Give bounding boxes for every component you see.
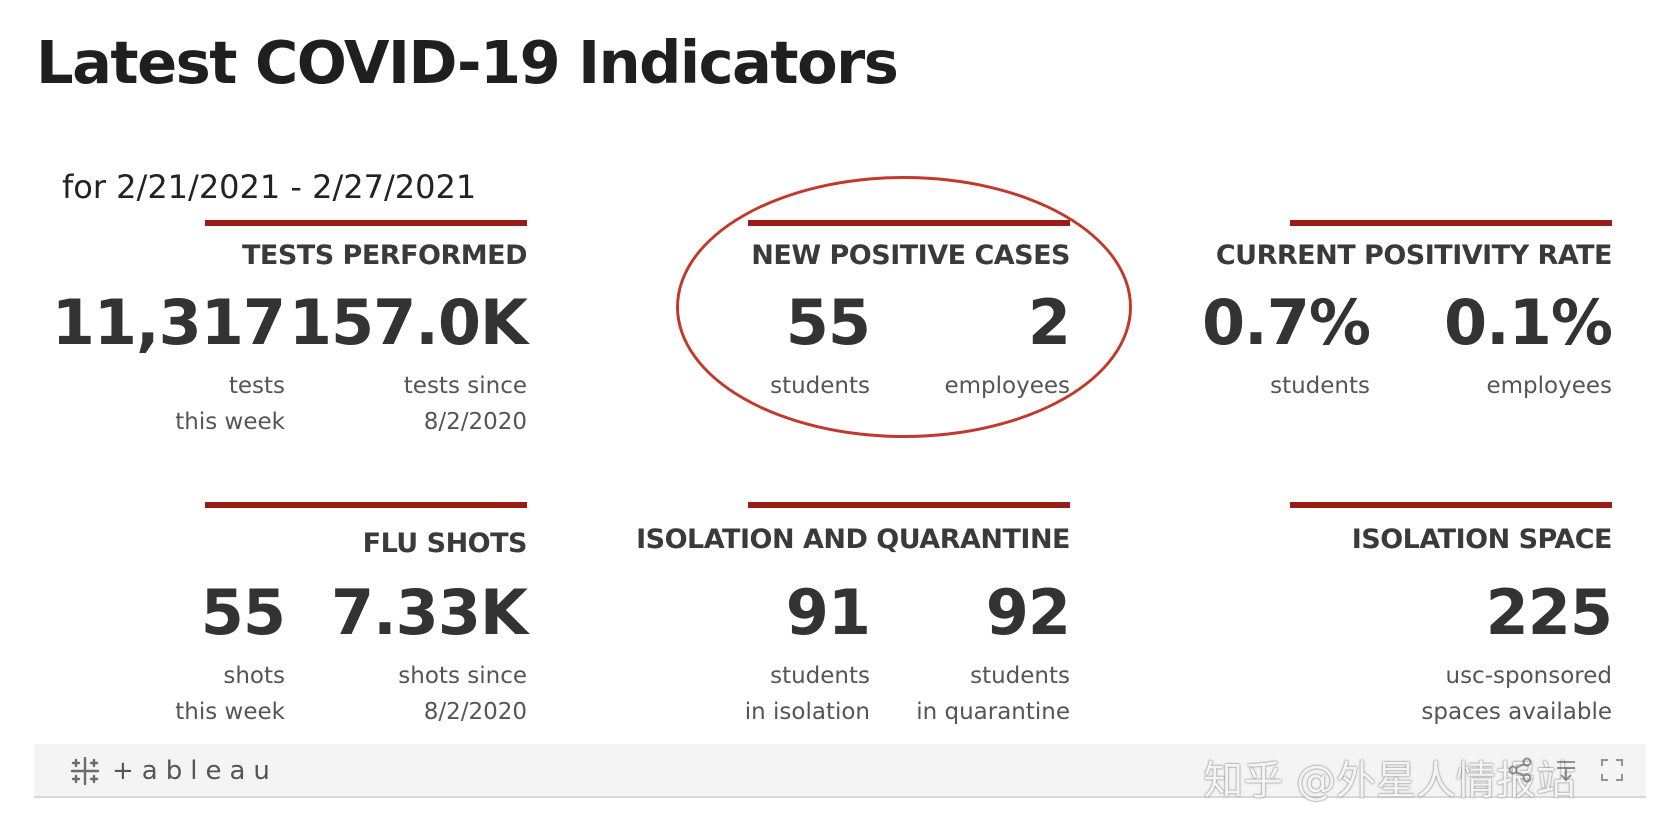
metric-flu-this-week: 55 shots this week	[175, 576, 286, 730]
metric-value: 157.0K	[288, 286, 528, 359]
metric-label: students in isolation	[744, 663, 870, 725]
metric-value: 225	[1485, 576, 1613, 649]
card-title: NEW POSITIVE CASES	[751, 240, 1070, 271]
card-isolation-space: ISOLATION SPACE 225 usc-sponsored spaces…	[1290, 502, 1613, 725]
metric-in-isolation: 91 students in isolation	[744, 576, 871, 730]
page-title: Latest COVID-19 Indicators	[36, 28, 899, 97]
card-rule	[1290, 502, 1612, 508]
card-tests-performed: TESTS PERFORMED 11,317 tests this week 1…	[52, 220, 528, 440]
metric-label: students	[1270, 373, 1370, 399]
metric-label: students	[770, 373, 870, 399]
card-title: FLU SHOTS	[362, 528, 528, 559]
card-rule	[748, 502, 1070, 508]
tableau-wordmark: +ableau	[112, 756, 278, 786]
tableau-toolbar: +ableau 知乎 @外星人情报站	[34, 744, 1646, 804]
metric-label: shots this week	[175, 663, 285, 725]
metric-value: 0.7%	[1202, 286, 1371, 359]
metric-label: students in quarantine	[916, 663, 1070, 725]
metric-value: 0.1%	[1444, 286, 1613, 359]
card-title: ISOLATION SPACE	[1351, 524, 1613, 555]
metric-positivity-employees: 0.1% employees	[1444, 286, 1613, 404]
metric-flu-since: 7.33K shots since 8/2/2020	[330, 576, 528, 730]
fullscreen-icon[interactable]	[1598, 756, 1626, 788]
card-positivity-rate: CURRENT POSITIVITY RATE 0.7% students 0.…	[1202, 220, 1613, 438]
card-rule	[748, 220, 1070, 226]
metric-label: tests since 8/2/2020	[403, 373, 527, 435]
card-title: ISOLATION AND QUARANTINE	[636, 524, 1070, 555]
card-isolation-quarantine: ISOLATION AND QUARANTINE 91 students in …	[636, 502, 1071, 725]
metric-positive-students: 55 students	[770, 286, 871, 404]
share-icon[interactable]	[1506, 756, 1534, 788]
metric-value: 91	[785, 576, 871, 649]
metric-value: 55	[200, 576, 286, 649]
metric-value: 92	[985, 576, 1071, 649]
card-flu-shots: FLU SHOTS 55 shots this week 7.33K shots…	[175, 502, 528, 725]
metric-positivity-students: 0.7% students	[1202, 286, 1371, 404]
metric-value: 7.33K	[330, 576, 528, 649]
metric-value: 11,317	[51, 286, 286, 359]
metric-label: employees	[1486, 373, 1612, 399]
tableau-cross-icon	[68, 754, 102, 788]
metric-spaces-available: 225 usc-sponsored spaces available	[1421, 576, 1613, 730]
metric-value: 2	[1027, 286, 1071, 359]
card-rule	[1290, 220, 1612, 226]
download-icon[interactable]	[1552, 756, 1580, 788]
metric-positive-employees: 2 employees	[944, 286, 1071, 404]
metric-tests-since: 157.0K tests since 8/2/2020	[288, 286, 528, 440]
card-new-positive-cases: NEW POSITIVE CASES 55 students 2 employe…	[748, 220, 1071, 438]
toolbar-icons	[1506, 756, 1626, 788]
metric-label: shots since 8/2/2020	[398, 663, 527, 725]
card-title: TESTS PERFORMED	[241, 240, 528, 271]
tableau-logo[interactable]: +ableau	[68, 754, 278, 788]
metric-label: tests this week	[175, 373, 285, 435]
metric-tests-this-week: 11,317 tests this week	[51, 286, 286, 440]
card-rule	[205, 220, 527, 226]
metric-label: employees	[944, 373, 1070, 399]
metric-in-quarantine: 92 students in quarantine	[916, 576, 1071, 730]
date-range: for 2/21/2021 - 2/27/2021	[62, 168, 477, 206]
card-rule	[205, 502, 527, 508]
metric-value: 55	[785, 286, 871, 359]
metric-label: usc-sponsored spaces available	[1421, 663, 1612, 725]
card-title: CURRENT POSITIVITY RATE	[1215, 240, 1613, 271]
